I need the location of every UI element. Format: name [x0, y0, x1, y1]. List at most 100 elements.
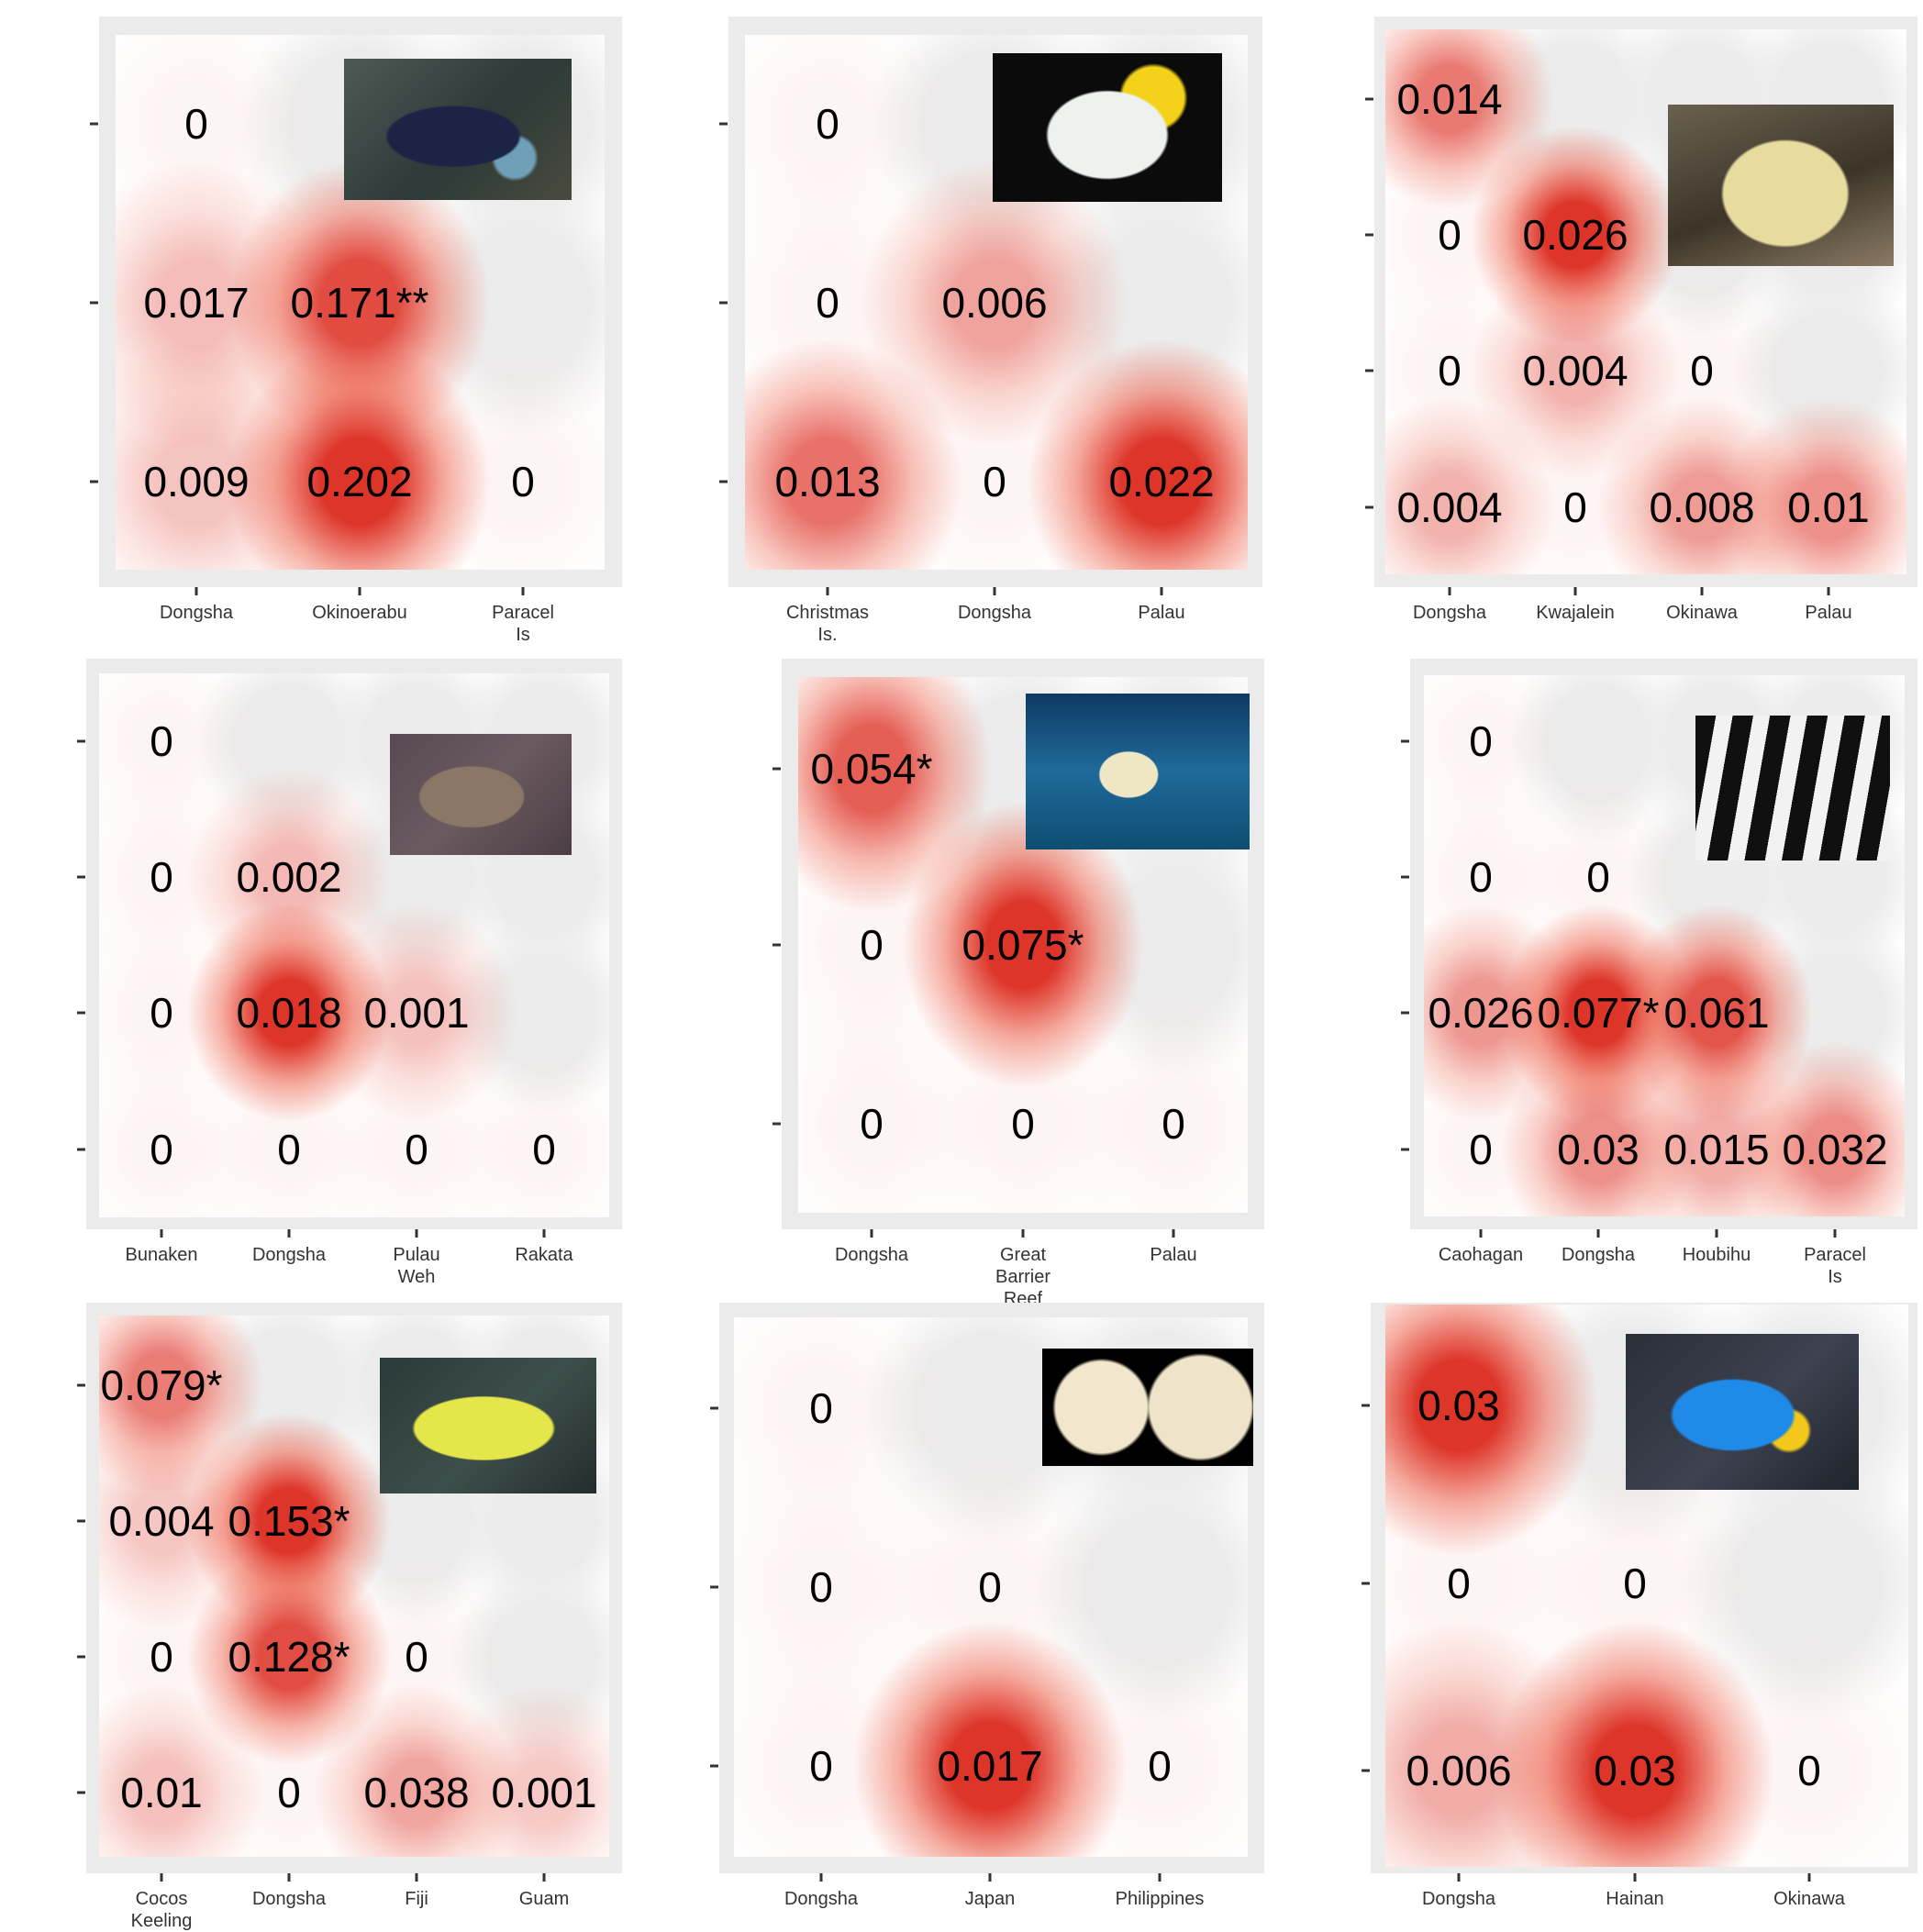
heat-cell [903, 802, 1143, 1088]
cell-value: 0.015 [1663, 1126, 1770, 1173]
y-tick [1365, 505, 1373, 509]
x-tick-label: Palau [1805, 603, 1852, 623]
cell-value: 0 [1469, 1126, 1493, 1173]
cell-value: 0.018 [236, 989, 342, 1037]
x-tick [1479, 1229, 1483, 1238]
cell-value: 0.013 [774, 458, 881, 505]
x-tick-label: Dongsha [1561, 1245, 1636, 1265]
y-tick [773, 1122, 781, 1126]
fish-photo [1026, 694, 1250, 849]
y-tick [90, 122, 98, 126]
x-tick-label: Bunaken [125, 1245, 198, 1265]
y-tick [1401, 1011, 1409, 1015]
cell-value: 0 [809, 1563, 833, 1611]
y-tick [90, 480, 98, 483]
x-tick-label: Hainan [1606, 1889, 1664, 1909]
cell-value: 0.002 [236, 853, 342, 901]
x-tick [826, 587, 829, 595]
cell-value: 0 [1469, 717, 1493, 765]
x-tick [415, 1229, 418, 1238]
cell-value: 0 [1797, 1747, 1821, 1794]
cell-value: 0 [809, 1384, 833, 1432]
heat-cell [1385, 261, 1554, 480]
x-tick-label: Dongsha [834, 1245, 909, 1265]
cell-value: 0 [184, 100, 208, 148]
empty-cell [448, 910, 609, 1116]
cell-value: 0.009 [143, 458, 250, 505]
x-tick [870, 1229, 873, 1238]
cell-value: 0 [1438, 347, 1462, 394]
cell-value: 0.014 [1396, 75, 1503, 123]
y-tick [773, 767, 781, 771]
heat-cell [186, 1549, 392, 1765]
cell-value: 0 [860, 1100, 884, 1148]
fish-photo [380, 1358, 596, 1493]
cell-value: 0 [405, 1633, 428, 1681]
y-tick [710, 1406, 718, 1410]
y-tick [77, 1519, 85, 1523]
x-tick [195, 587, 198, 595]
y-tick [710, 1764, 718, 1768]
cell-value: 0.022 [1108, 458, 1215, 505]
cell-value: 0 [150, 989, 173, 1037]
cell-value: 0 [277, 1769, 301, 1816]
y-tick [719, 122, 728, 126]
cell-value: 0 [816, 100, 839, 148]
cell-value: 0.001 [363, 989, 470, 1037]
x-tick [1833, 1229, 1837, 1238]
y-tick [773, 943, 781, 947]
y-tick [1401, 1148, 1409, 1151]
plot-area [734, 1317, 1248, 1857]
x-tick-label: Pulau Weh [393, 1245, 440, 1287]
fish-photo [993, 53, 1222, 202]
cell-value: 0.006 [1406, 1747, 1512, 1794]
x-tick-label: Rakata [515, 1245, 573, 1265]
heat-cell [1471, 126, 1680, 344]
x-tick-label: Palau [1150, 1245, 1197, 1265]
cell-value: 0.054* [810, 745, 933, 793]
heat-cell [228, 339, 491, 570]
x-tick [1827, 587, 1830, 595]
heat-cell [852, 1622, 1128, 1857]
fish-photo [1626, 1334, 1859, 1490]
cell-value: 0.026 [1522, 211, 1628, 259]
y-tick [1362, 1582, 1370, 1585]
y-tick [719, 301, 728, 305]
heat-cell [903, 981, 1143, 1213]
heat-cell [314, 1684, 519, 1857]
plot-area [1424, 675, 1905, 1216]
x-tick-label: Fiji [405, 1889, 428, 1909]
cell-value: 0 [532, 1126, 556, 1173]
x-tick-label: Kwajalein [1536, 603, 1615, 623]
x-tick [542, 1873, 546, 1882]
x-tick [415, 1873, 418, 1882]
heat-cell [186, 1040, 392, 1217]
heat-cell [314, 1040, 519, 1217]
cell-value: 0 [1162, 1100, 1185, 1148]
x-tick-label: Christmas Is. [785, 603, 870, 645]
cell-value: 0.017 [143, 279, 250, 327]
x-tick-label: Palau [1138, 603, 1185, 623]
heat-cell [1471, 261, 1680, 480]
x-tick-label: Paracel Is [1804, 1245, 1866, 1287]
cell-value: 0 [1469, 853, 1493, 901]
y-tick [1365, 97, 1373, 101]
x-tick [160, 1873, 163, 1882]
cell-value: 0 [1690, 347, 1714, 394]
cell-value: 0.026 [1428, 989, 1534, 1037]
x-tick-label: Dongsha [957, 603, 1032, 623]
heat-cell [314, 1549, 519, 1765]
heat-cell [186, 904, 392, 1122]
cell-value: 0 [1148, 1742, 1172, 1790]
cell-value: 0 [405, 1126, 428, 1173]
cell-value: 0.004 [108, 1497, 215, 1545]
x-tick [1596, 1229, 1600, 1238]
fish-photo [1695, 716, 1890, 861]
x-tick-label: Dongsha [1412, 603, 1487, 623]
cell-value: 0.004 [1522, 347, 1628, 394]
cell-value: 0 [983, 458, 1006, 505]
cell-value: 0 [150, 717, 173, 765]
x-tick [1633, 1873, 1637, 1882]
cell-value: 0.153* [228, 1497, 350, 1545]
cell-value: 0.079* [100, 1361, 223, 1409]
